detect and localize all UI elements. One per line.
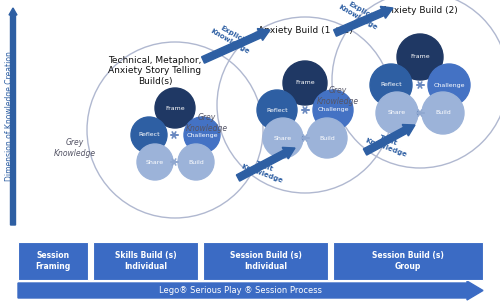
FancyBboxPatch shape [333,242,483,280]
Text: Session Build (s)
Group: Session Build (s) Group [372,251,444,271]
Text: Share: Share [274,135,292,141]
Circle shape [137,144,173,180]
Circle shape [178,144,214,180]
Text: Explicit
Knowledge: Explicit Knowledge [338,0,382,31]
Text: Tacit
Knowledge: Tacit Knowledge [240,157,286,184]
Circle shape [263,118,303,158]
Text: Session
Framing: Session Framing [36,251,70,271]
FancyArrow shape [18,281,483,300]
Text: Share: Share [146,160,164,165]
FancyArrow shape [9,8,17,225]
FancyArrow shape [334,6,393,36]
Circle shape [155,88,195,128]
Text: Share: Share [388,110,406,116]
Text: Reflect: Reflect [266,107,288,113]
Circle shape [370,64,412,106]
FancyBboxPatch shape [18,242,88,280]
Text: Explicit
Knowledge: Explicit Knowledge [210,21,254,54]
Text: Anxiety Build (2): Anxiety Build (2) [382,6,458,15]
Text: Anxiety Build (1 + 2): Anxiety Build (1 + 2) [258,26,352,35]
Circle shape [397,34,443,80]
FancyArrow shape [364,125,415,155]
Circle shape [307,118,347,158]
Circle shape [428,64,470,106]
Circle shape [313,90,353,130]
Text: Challenge: Challenge [318,107,349,113]
Text: Reflect: Reflect [138,132,160,138]
Text: Technical, Metaphor,
Anxiety Story Telling
Build(s): Technical, Metaphor, Anxiety Story Telli… [108,56,202,86]
FancyArrow shape [236,147,295,181]
Text: Frame: Frame [295,80,315,85]
Text: Tacit
Knowledge: Tacit Knowledge [364,130,410,158]
Text: Frame: Frame [410,54,430,60]
Circle shape [283,61,327,105]
Text: Frame: Frame [165,105,185,110]
Text: Lego® Serious Play ® Session Process: Lego® Serious Play ® Session Process [159,286,322,295]
Text: Challenge: Challenge [433,82,465,88]
Circle shape [422,92,464,134]
Circle shape [376,92,418,134]
Text: Session Build (s)
Individual: Session Build (s) Individual [230,251,302,271]
Text: Build: Build [188,160,204,165]
FancyBboxPatch shape [203,242,328,280]
Text: Grey
Knowledge: Grey Knowledge [317,86,359,106]
Text: Build: Build [319,135,335,141]
Text: Skills Build (s)
Individual: Skills Build (s) Individual [114,251,176,271]
Text: Challenge: Challenge [186,132,218,138]
FancyArrow shape [202,29,270,63]
Text: Grey
Knowledge: Grey Knowledge [186,113,228,133]
Circle shape [131,117,167,153]
Text: Grey
Knowledge: Grey Knowledge [54,138,96,158]
Circle shape [257,90,297,130]
Text: Build: Build [435,110,451,116]
Circle shape [184,117,220,153]
Text: Dimension of Knowledge Creation: Dimension of Knowledge Creation [6,51,15,182]
Text: Reflect: Reflect [380,82,402,88]
FancyBboxPatch shape [93,242,198,280]
